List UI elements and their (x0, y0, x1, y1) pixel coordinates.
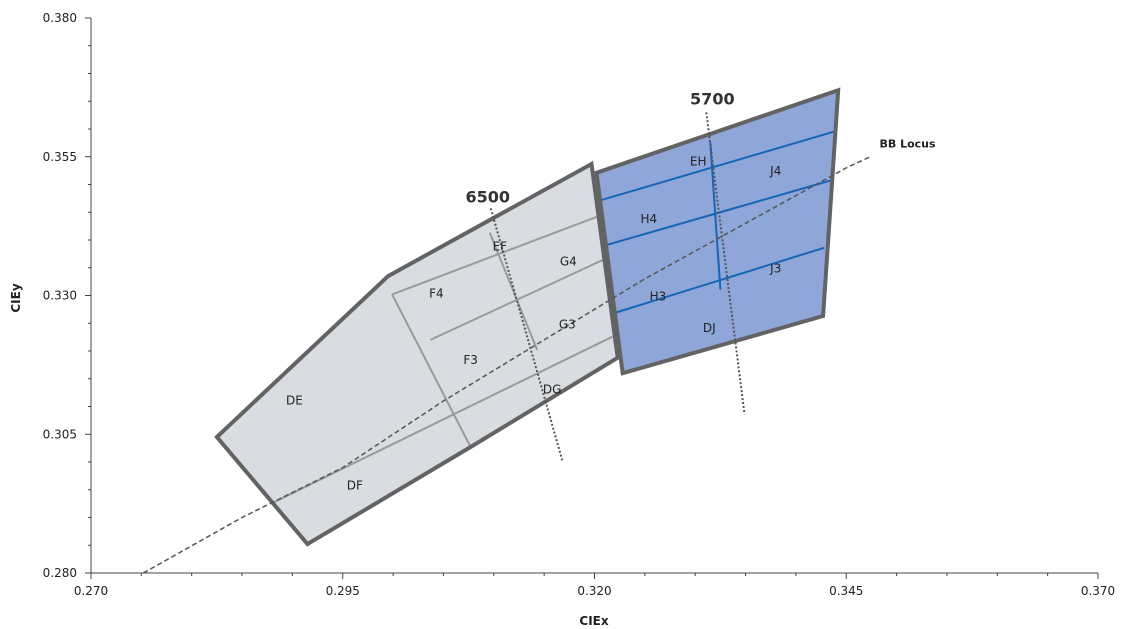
bin-region-6500 (216, 164, 618, 545)
cct-label-5700: 5700 (690, 89, 735, 108)
bin-label-EF: EF (493, 240, 508, 254)
y-tick-label: 0.355 (43, 150, 77, 164)
bin-divider-line (599, 129, 838, 202)
bin-outline-5700 (594, 87, 841, 376)
bin-label-F3: F3 (463, 353, 478, 367)
x-tick-label: 0.295 (326, 584, 360, 598)
bin-outline-6500 (214, 160, 620, 547)
bin-label-G3: G3 (559, 317, 576, 331)
x-tick-label: 0.370 (1081, 584, 1115, 598)
cct-lines: 6500 5700 (465, 89, 746, 461)
x-tick-label: 0.270 (74, 584, 108, 598)
bin-divider-line (429, 256, 609, 341)
bin-divider-line (709, 142, 722, 290)
y-tick-label: 0.305 (43, 427, 77, 441)
bin-divider-line (604, 179, 831, 247)
cct-label-6500: 6500 (465, 188, 510, 207)
bin-divider-line (488, 232, 539, 351)
bb-locus-label: BB Locus (879, 137, 936, 150)
bb-locus: BB Locus (143, 137, 936, 574)
axes: 0.270 0.295 0.320 0.345 0.370 0.280 0.305 0.330… (43, 11, 1116, 598)
bin-label-J4: J4 (769, 164, 781, 178)
bin-divider-line (271, 335, 614, 504)
bb-locus-curve (143, 155, 872, 574)
x-tick-label: 0.320 (577, 584, 611, 598)
y-axis-title: CIEy (9, 283, 23, 312)
bin-regions (214, 87, 841, 547)
bin-label-DG: DG (543, 382, 562, 396)
x-tick-label: 0.345 (829, 584, 863, 598)
y-tick-label: 0.280 (43, 566, 77, 580)
x-axis-title: CIEx (579, 614, 608, 628)
bin-label-EH: EH (690, 155, 707, 169)
bin-label-J3: J3 (769, 261, 781, 275)
y-tick-label: 0.330 (43, 289, 77, 303)
y-tick-label: 0.380 (43, 11, 77, 25)
bin-label-H4: H4 (641, 212, 658, 226)
bin-label-DE: DE (286, 393, 303, 407)
bin-label-DF: DF (347, 478, 363, 492)
bin-label-G4: G4 (560, 255, 577, 269)
cct-line-5700 (705, 112, 746, 415)
bin-label-DJ: DJ (703, 321, 716, 335)
bin-divider-line (391, 293, 472, 448)
bin-label-H3: H3 (650, 290, 667, 304)
bin-labels: DE DF F4 F3 EF G4 G3 DG EH J4 H4 J3 H3 DJ (286, 155, 781, 493)
bin-label-F4: F4 (429, 286, 444, 300)
